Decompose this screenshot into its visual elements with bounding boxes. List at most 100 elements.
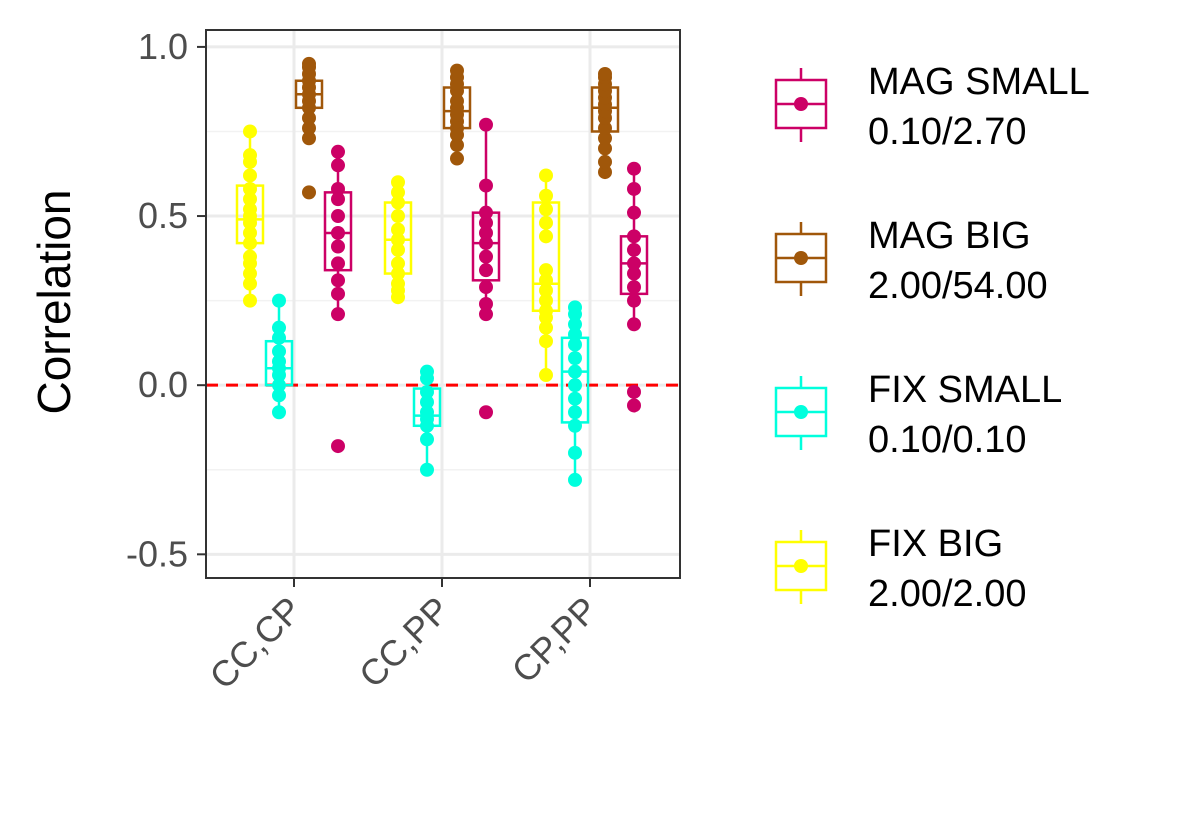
data-point (539, 273, 553, 288)
data-point (598, 121, 612, 136)
data-point (627, 161, 641, 176)
data-point (243, 181, 257, 196)
data-point (479, 307, 493, 322)
data-point (539, 202, 553, 217)
data-point (479, 249, 493, 264)
data-point (391, 175, 405, 190)
box-fix-small-3 (560, 300, 590, 487)
data-point (627, 256, 641, 271)
data-point (598, 154, 612, 169)
data-point (420, 395, 434, 410)
data-point (479, 178, 493, 193)
y-tick-label: 0.5 (138, 195, 188, 236)
legend-sublabel: 2.00/54.00 (868, 265, 1048, 307)
data-point (598, 66, 612, 81)
data-point (598, 131, 612, 146)
data-point (627, 181, 641, 196)
data-point (391, 266, 405, 281)
data-point (568, 364, 582, 379)
data-point (568, 317, 582, 332)
box-fix-big-2 (383, 175, 413, 305)
y-tick-label: 1.0 (138, 26, 188, 67)
data-point (391, 232, 405, 247)
box-mag-big-2 (442, 63, 472, 166)
data-point (272, 388, 286, 403)
data-point (627, 229, 641, 244)
data-point (568, 445, 582, 460)
data-point (243, 249, 257, 264)
data-point (331, 256, 345, 271)
data-point (539, 215, 553, 230)
data-point (243, 293, 257, 308)
data-point (568, 351, 582, 366)
data-point (479, 205, 493, 220)
box-fix-big-3 (531, 168, 561, 383)
legend-label: MAG SMALL (868, 61, 1090, 103)
data-point (539, 168, 553, 183)
data-point (272, 344, 286, 359)
data-point (539, 263, 553, 278)
data-point (272, 320, 286, 335)
y-tick-label: 0.0 (138, 364, 188, 405)
data-point (331, 158, 345, 173)
box-mag-small-2 (471, 117, 501, 420)
box-fix-small-2 (412, 364, 442, 477)
y-axis: 1.0 0.5 0.0 -0.5 (126, 26, 206, 574)
data-point (627, 242, 641, 257)
y-tick-label: -0.5 (126, 533, 188, 574)
data-point (479, 236, 493, 251)
data-point (479, 297, 493, 311)
data-point (331, 307, 345, 322)
data-point (272, 330, 286, 345)
box-mag-big-3 (590, 66, 620, 180)
data-point (627, 293, 641, 308)
data-point (479, 215, 493, 230)
data-point (272, 378, 286, 393)
data-point (391, 242, 405, 257)
box-mag-small-1 (323, 144, 353, 454)
data-point (627, 205, 641, 220)
box-mag-small-3 (619, 161, 649, 413)
data-point (450, 151, 464, 166)
data-point (568, 472, 582, 487)
data-point (302, 110, 316, 125)
data-point (331, 239, 345, 254)
data-point (243, 192, 257, 207)
data-point (568, 405, 582, 420)
data-point (479, 117, 493, 132)
data-point (420, 364, 434, 379)
legend-label: FIX BIG (868, 523, 1003, 565)
data-point (391, 222, 405, 237)
legend-key-point (794, 405, 808, 419)
data-point (568, 418, 582, 433)
data-point (539, 293, 553, 308)
data-point (391, 185, 405, 200)
data-point (331, 225, 345, 240)
data-point (568, 327, 582, 342)
data-point (331, 192, 345, 207)
data-point (420, 405, 434, 420)
data-point (243, 148, 257, 163)
legend-item-mag-big: MAG BIG 2.00/54.00 (774, 215, 1048, 307)
series-mag-big (294, 56, 620, 200)
data-point (450, 94, 464, 109)
data-point (450, 63, 464, 78)
data-point (568, 378, 582, 393)
data-point (627, 384, 641, 399)
data-point (331, 209, 345, 224)
data-point (243, 266, 257, 281)
data-point (331, 181, 345, 196)
data-point (539, 320, 553, 335)
legend-sublabel: 2.00/2.00 (868, 573, 1026, 615)
data-point (479, 225, 493, 240)
data-point (331, 439, 345, 454)
data-point (539, 188, 553, 203)
data-point (420, 462, 434, 477)
data-point (479, 280, 493, 295)
data-point (598, 165, 612, 180)
data-point (598, 141, 612, 156)
box-fix-small-1 (264, 293, 294, 420)
data-point (302, 185, 316, 200)
data-point (568, 391, 582, 406)
data-point (420, 432, 434, 447)
